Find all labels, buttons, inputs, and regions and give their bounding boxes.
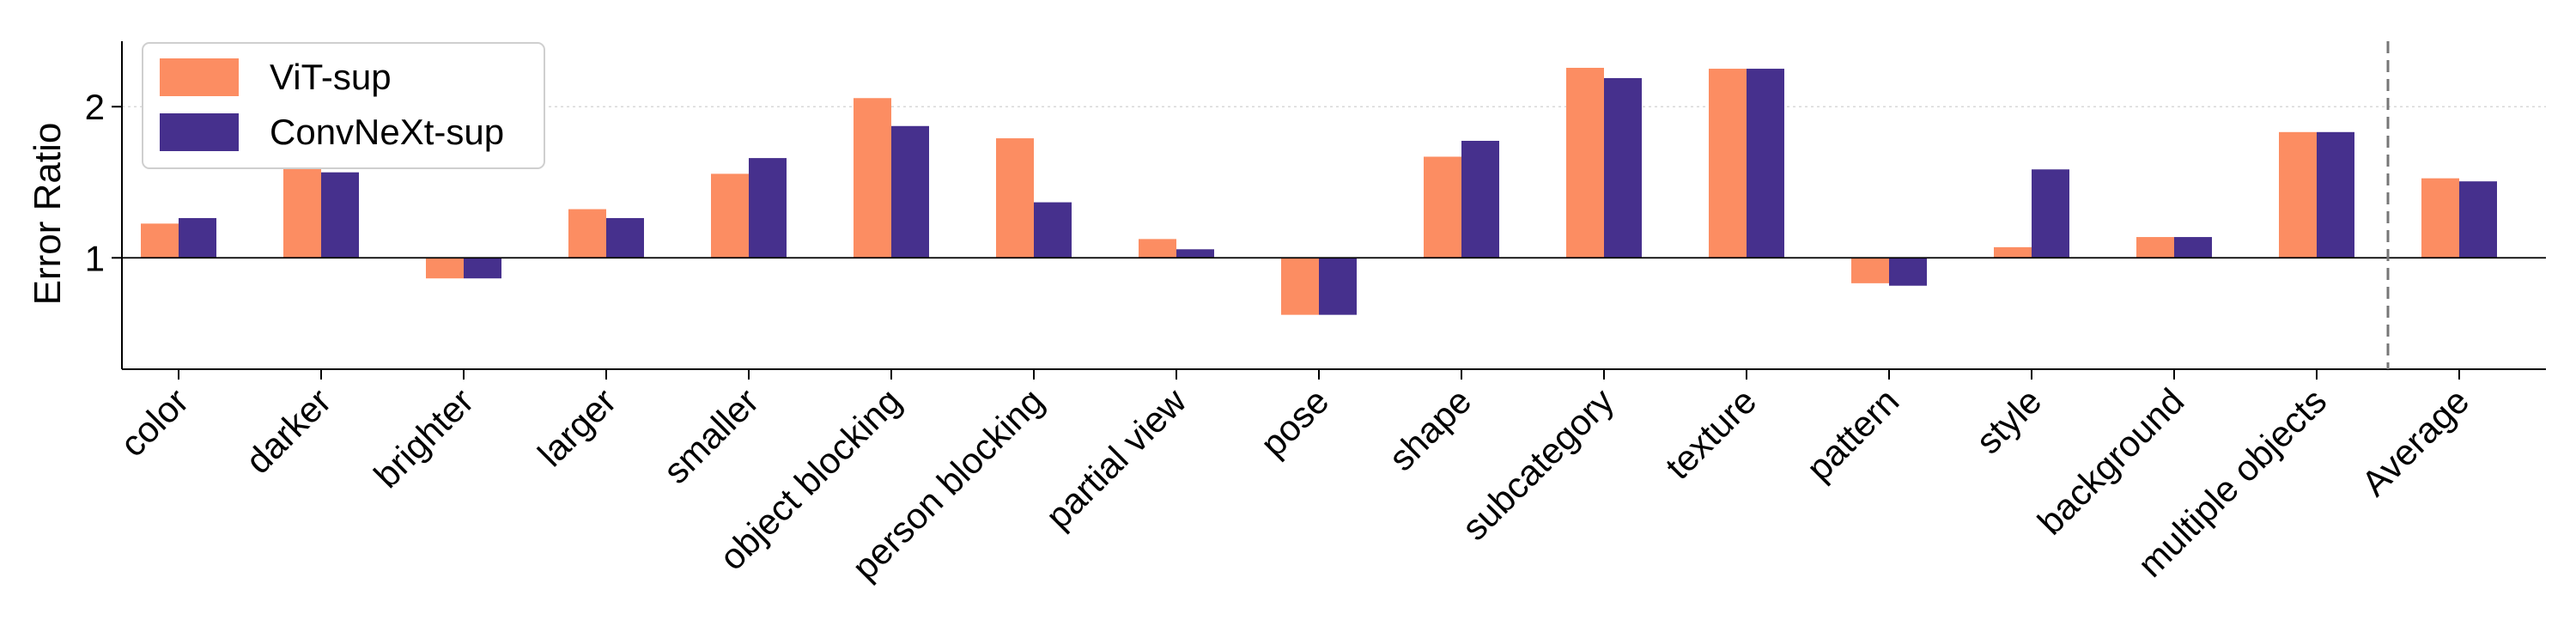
bar-vit-sup-color <box>141 223 179 258</box>
x-tick-label-average: Average <box>2354 380 2476 503</box>
bar-convnext-sup-color <box>179 217 216 258</box>
bar-vit-sup-subcategory <box>1566 67 1604 258</box>
bar-convnext-sup-smaller <box>749 158 787 258</box>
bar-vit-sup-texture <box>1709 69 1747 258</box>
x-tick-label-color: color <box>112 380 197 465</box>
bar-convnext-sup-shape <box>1461 141 1499 258</box>
x-tick-label-subcategory: subcategory <box>1454 380 1621 548</box>
bar-convnext-sup-multiple-objects <box>2317 131 2354 258</box>
bar-vit-sup-background <box>2136 237 2174 258</box>
bar-vit-sup-partial-view <box>1139 239 1176 258</box>
x-tick-label-shape: shape <box>1381 380 1479 478</box>
bar-convnext-sup-subcategory <box>1604 77 1642 258</box>
legend-label-vit-sup: ViT-sup <box>270 57 392 97</box>
bar-vit-sup-pose <box>1281 258 1319 315</box>
bar-vit-sup-object-blocking <box>854 98 891 258</box>
bar-vit-sup-person-blocking <box>996 138 1034 258</box>
x-tick-label-pattern: pattern <box>1799 380 1907 489</box>
bar-convnext-sup-darker <box>321 172 359 258</box>
bar-convnext-sup-object-blocking <box>891 125 929 258</box>
legend: ViT-sup ConvNeXt-sup <box>142 42 545 169</box>
bar-vit-sup-brighter <box>426 258 464 279</box>
x-tick-label-smaller: smaller <box>655 380 766 491</box>
bar-convnext-sup-texture <box>1747 69 1784 258</box>
x-tick-label-style: style <box>1968 380 2049 461</box>
x-tick-label-darker: darker <box>238 380 338 481</box>
bar-vit-sup-pattern <box>1851 258 1889 283</box>
y-tick-label: 2 <box>85 87 105 127</box>
bar-convnext-sup-person-blocking <box>1034 202 1072 258</box>
bar-vit-sup-average <box>2421 178 2459 258</box>
bar-vit-sup-multiple-objects <box>2279 131 2317 258</box>
bar-convnext-sup-brighter <box>464 258 501 279</box>
bar-convnext-sup-background <box>2174 237 2212 258</box>
y-tick-label: 1 <box>85 238 105 278</box>
x-tick-label-larger: larger <box>530 380 623 474</box>
legend-swatch-convnext-sup <box>160 113 239 151</box>
bar-convnext-sup-pose <box>1319 258 1357 315</box>
x-tick-label-texture: texture <box>1657 380 1764 487</box>
bar-vit-sup-smaller <box>711 173 749 258</box>
x-tick-label-partial-view: partial view <box>1038 380 1194 537</box>
bar-convnext-sup-larger <box>606 217 644 258</box>
bar-convnext-sup-pattern <box>1889 258 1927 286</box>
y-axis-label: Error Ratio <box>27 123 69 306</box>
axes-layer <box>121 41 2546 370</box>
bar-vit-sup-style <box>1994 246 2032 258</box>
bar-vit-sup-shape <box>1424 156 1461 258</box>
bars-layer <box>141 67 2497 315</box>
bar-convnext-sup-style <box>2032 169 2069 258</box>
x-tick-label-pose: pose <box>1253 380 1337 465</box>
legend-box <box>142 42 545 169</box>
bar-vit-sup-larger <box>568 209 606 258</box>
x-tick-label-brighter: brighter <box>366 380 481 495</box>
bar-convnext-sup-average <box>2459 181 2497 258</box>
legend-swatch-vit-sup <box>160 58 239 96</box>
legend-label-convnext-sup: ConvNeXt-sup <box>270 112 504 152</box>
bar-convnext-sup-partial-view <box>1176 249 1214 258</box>
